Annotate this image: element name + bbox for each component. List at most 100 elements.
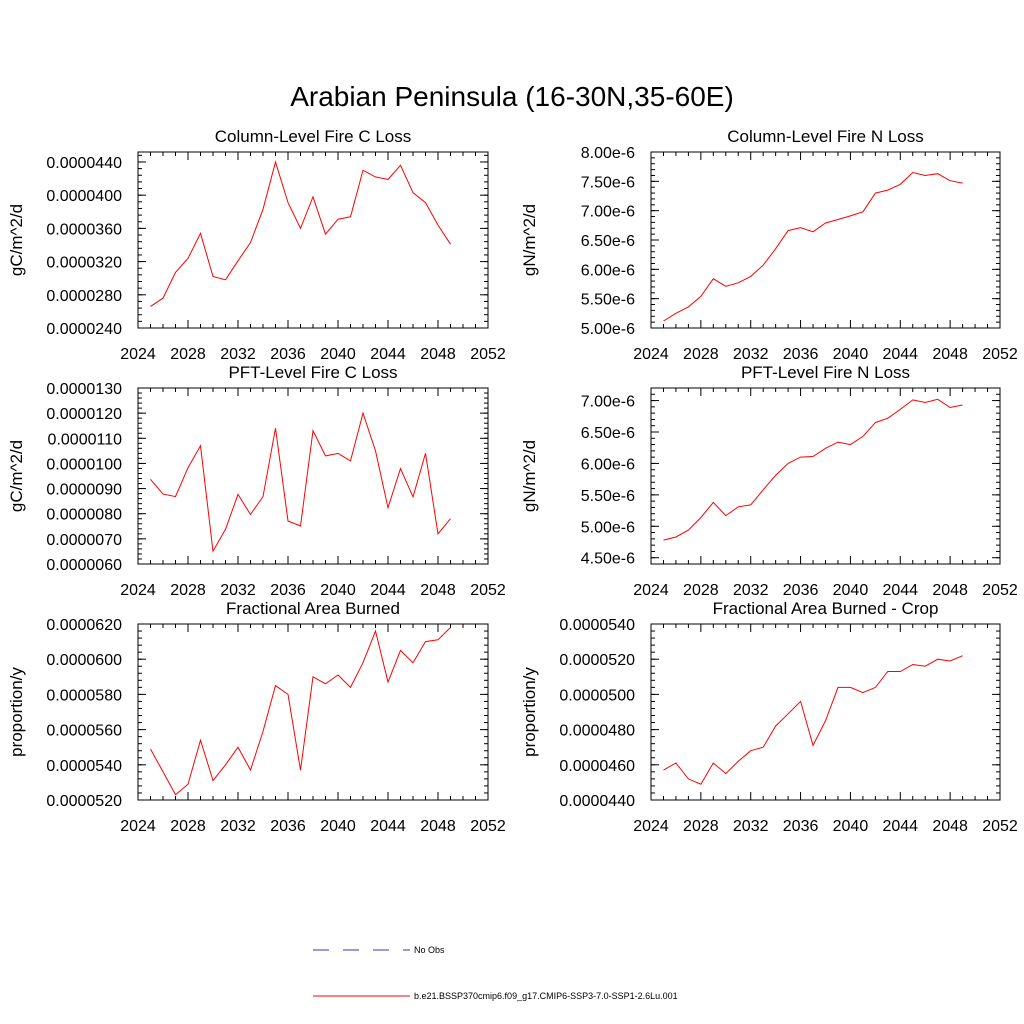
x-tick-label: 2052	[470, 582, 506, 599]
x-tick-label: 2044	[370, 346, 406, 363]
x-tick-label: 2032	[220, 346, 256, 363]
series-line-1	[663, 171, 963, 322]
y-tick-label: 0.0000360	[46, 221, 122, 238]
y-tick-label: 0.0000320	[46, 255, 122, 272]
series-line-1	[150, 627, 451, 796]
y-tick-label: 7.00e-6	[581, 394, 635, 411]
y-tick-label: 0.0000090	[46, 482, 122, 499]
y-tick-label: 5.00e-6	[581, 519, 635, 536]
panel-title: Column-Level Fire C Loss	[215, 127, 412, 146]
y-tick-label: 0.0000440	[46, 155, 122, 172]
x-tick-label: 2040	[320, 818, 356, 835]
x-tick-label: 2036	[783, 346, 819, 363]
y-tick-label: 7.50e-6	[581, 174, 635, 191]
x-tick-label: 2032	[733, 818, 769, 835]
panel-title: Fractional Area Burned	[226, 599, 400, 618]
x-tick-label: 2048	[420, 818, 456, 835]
y-tick-label: 8.00e-6	[581, 145, 635, 162]
y-tick-label: 0.0000600	[46, 652, 122, 669]
x-tick-label: 2032	[733, 582, 769, 599]
panel-title: Fractional Area Burned - Crop	[713, 599, 939, 618]
x-tick-label: 2028	[170, 818, 206, 835]
y-tick-label: 0.0000560	[46, 723, 122, 740]
x-tick-label: 2028	[683, 582, 719, 599]
x-tick-label: 2036	[783, 818, 819, 835]
y-tick-label: 0.0000500	[559, 687, 635, 704]
x-tick-label: 2044	[882, 582, 918, 599]
y-tick-label: 0.0000540	[559, 617, 635, 634]
x-tick-label: 2024	[120, 346, 156, 363]
chart-panel-5: Fractional Area Burned proportion/y 2024 20…	[7, 599, 506, 835]
x-tick-label: 2028	[683, 818, 719, 835]
x-tick-label: 2048	[932, 818, 968, 835]
series-line-1	[150, 411, 451, 553]
y-tick-label: 5.00e-6	[581, 321, 635, 338]
chart-panel-4: PFT-Level Fire N Loss gN/m^2/d 2024 2028 203…	[520, 363, 1018, 599]
y-tick-label: 6.50e-6	[581, 425, 635, 442]
x-tick-label: 2028	[683, 346, 719, 363]
y-tick-label: 0.0000060	[46, 557, 122, 574]
y-tick-label: 0.0000110	[48, 431, 123, 448]
y-axis-label: gC/m^2/d	[7, 204, 26, 276]
x-tick-label: 2044	[370, 818, 406, 835]
y-tick-label: 4.50e-6	[581, 551, 635, 568]
series-line-1	[663, 655, 963, 785]
x-tick-label: 2040	[833, 818, 869, 835]
y-tick-label: 0.0000480	[559, 723, 635, 740]
x-tick-label: 2052	[982, 582, 1018, 599]
series-line-1	[150, 160, 451, 307]
y-tick-label: 0.0000130	[46, 381, 122, 398]
x-tick-label: 2048	[420, 582, 456, 599]
x-tick-label: 2024	[633, 818, 669, 835]
y-tick-label: 0.0000120	[46, 406, 122, 423]
x-tick-label: 2040	[320, 582, 356, 599]
x-tick-label: 2032	[220, 582, 256, 599]
x-tick-label: 2028	[170, 582, 206, 599]
x-tick-label: 2036	[270, 346, 306, 363]
x-tick-label: 2036	[270, 582, 306, 599]
x-tick-label: 2024	[633, 346, 669, 363]
x-tick-label: 2024	[120, 818, 156, 835]
x-tick-label: 2024	[633, 582, 669, 599]
x-tick-label: 2052	[982, 818, 1018, 835]
panel-title: PFT-Level Fire N Loss	[741, 363, 910, 382]
x-tick-label: 2044	[882, 346, 918, 363]
y-tick-label: 0.0000070	[46, 532, 122, 549]
y-tick-label: 5.50e-6	[581, 488, 635, 505]
legend-model-label: b.e21.BSSP370cmip6.f09_g17.CMIP6-SSP3-7.…	[414, 991, 678, 1001]
y-tick-label: 0.0000580	[46, 687, 122, 704]
x-tick-label: 2032	[220, 818, 256, 835]
x-tick-label: 2048	[932, 582, 968, 599]
y-axis-label: proportion/y	[520, 667, 539, 757]
y-axis-label: gN/m^2/d	[520, 204, 539, 276]
y-tick-label: 6.50e-6	[581, 233, 635, 250]
y-tick-label: 0.0000100	[46, 456, 122, 473]
x-tick-label: 2032	[733, 346, 769, 363]
x-tick-label: 2040	[833, 582, 869, 599]
x-tick-label: 2052	[470, 818, 506, 835]
y-tick-label: 6.00e-6	[581, 262, 635, 279]
y-axis-label: gC/m^2/d	[7, 440, 26, 512]
x-tick-label: 2044	[370, 582, 406, 599]
y-tick-label: 0.0000280	[46, 288, 122, 305]
chart-panel-2: Column-Level Fire N Loss gN/m^2/d 2024 2028…	[520, 127, 1018, 363]
x-tick-label: 2036	[783, 582, 819, 599]
series-line-1	[663, 398, 963, 541]
x-tick-label: 2048	[932, 346, 968, 363]
panel-title: PFT-Level Fire C Loss	[228, 363, 397, 382]
x-tick-label: 2052	[982, 346, 1018, 363]
x-tick-label: 2044	[882, 818, 918, 835]
y-tick-label: 5.50e-6	[581, 292, 635, 309]
x-tick-label: 2024	[120, 582, 156, 599]
y-tick-label: 0.0000080	[46, 507, 122, 524]
legend: No Obs b.e21.BSSP370cmip6.f09_g17.CMIP6-…	[313, 945, 678, 1001]
y-tick-label: 0.0000520	[46, 793, 122, 810]
x-tick-label: 2040	[320, 346, 356, 363]
y-tick-label: 0.0000620	[46, 617, 122, 634]
figure-title: Arabian Peninsula (16-30N,35-60E)	[290, 81, 734, 112]
y-tick-label: 6.00e-6	[581, 456, 635, 473]
chart-panel-6: Fractional Area Burned - Crop proportion/…	[520, 599, 1018, 835]
panel-title: Column-Level Fire N Loss	[727, 127, 924, 146]
